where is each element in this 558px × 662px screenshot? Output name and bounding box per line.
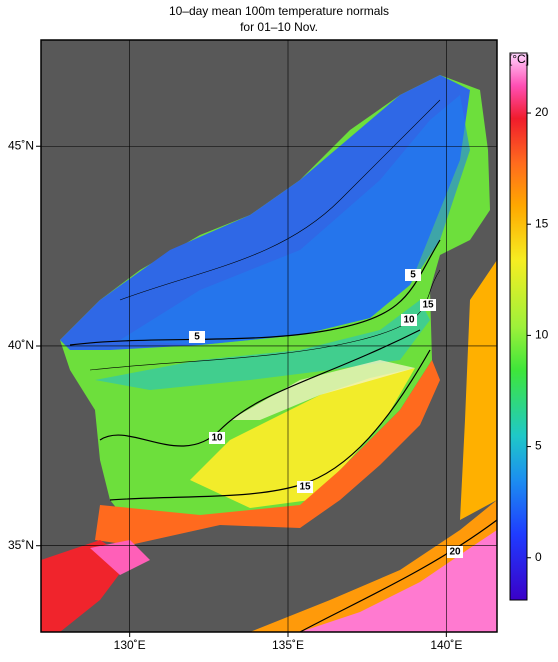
contour-label: 5: [194, 332, 200, 343]
lon-label: 140˚E: [430, 638, 462, 652]
lon-label: 135˚E: [272, 638, 304, 652]
title-line: for 01–10 Nov.: [240, 20, 318, 34]
colorbar-tick-label: 20: [535, 105, 549, 119]
contour-label: 15: [299, 482, 311, 493]
contour: [119, 99, 441, 301]
lon-label: 130˚E: [114, 638, 146, 652]
colorbar: [509, 52, 528, 601]
map-frame: [40, 39, 498, 633]
axes: 130˚E 135˚E 140˚E 45˚N 40˚N 35˚N 0 5 10 15 20: [8, 105, 549, 652]
warm-water: [90, 540, 150, 575]
title-line: 10–day mean 100m temperature normals: [169, 4, 389, 18]
contour-label-box: [209, 432, 225, 444]
colorbar-tick-label: 5: [535, 439, 542, 453]
contour-label: 20: [449, 547, 461, 558]
colorbar-unit: [°C]: [509, 52, 529, 66]
colorbar-tick-label: 10: [535, 328, 549, 342]
map: 5 5 10 10 15 15 20: [41, 40, 497, 632]
contour: [99, 329, 421, 447]
warm-water: [230, 360, 415, 420]
cold-water: [120, 95, 470, 345]
contour-label-box: [420, 299, 436, 311]
contour-label-box: [447, 546, 463, 558]
transition: [95, 300, 430, 390]
lat-label: 45˚N: [8, 138, 34, 152]
contour-label-box: [401, 314, 417, 326]
warm-water: [190, 368, 415, 508]
contour-label: 5: [410, 270, 416, 281]
pacific: [460, 260, 497, 520]
contour-label-box: [297, 481, 313, 493]
contour: [89, 269, 441, 371]
contour-label-box: [405, 269, 421, 281]
pacific: [300, 530, 497, 632]
lat-label: 40˚N: [8, 338, 34, 352]
contour-labels: 5 5 10 10 15 15 20: [189, 269, 463, 558]
contour-label: 10: [211, 433, 223, 444]
contour-label: 15: [422, 300, 434, 311]
colorbar-tick-label: 0: [535, 550, 542, 564]
contour: [69, 239, 441, 346]
lat-label: 35˚N: [8, 538, 34, 552]
contour-label: 10: [403, 315, 415, 326]
contour: [299, 519, 497, 632]
colorbar-tick-label: 15: [535, 216, 549, 230]
contour-label-box: [189, 331, 205, 343]
grid: [41, 40, 497, 632]
